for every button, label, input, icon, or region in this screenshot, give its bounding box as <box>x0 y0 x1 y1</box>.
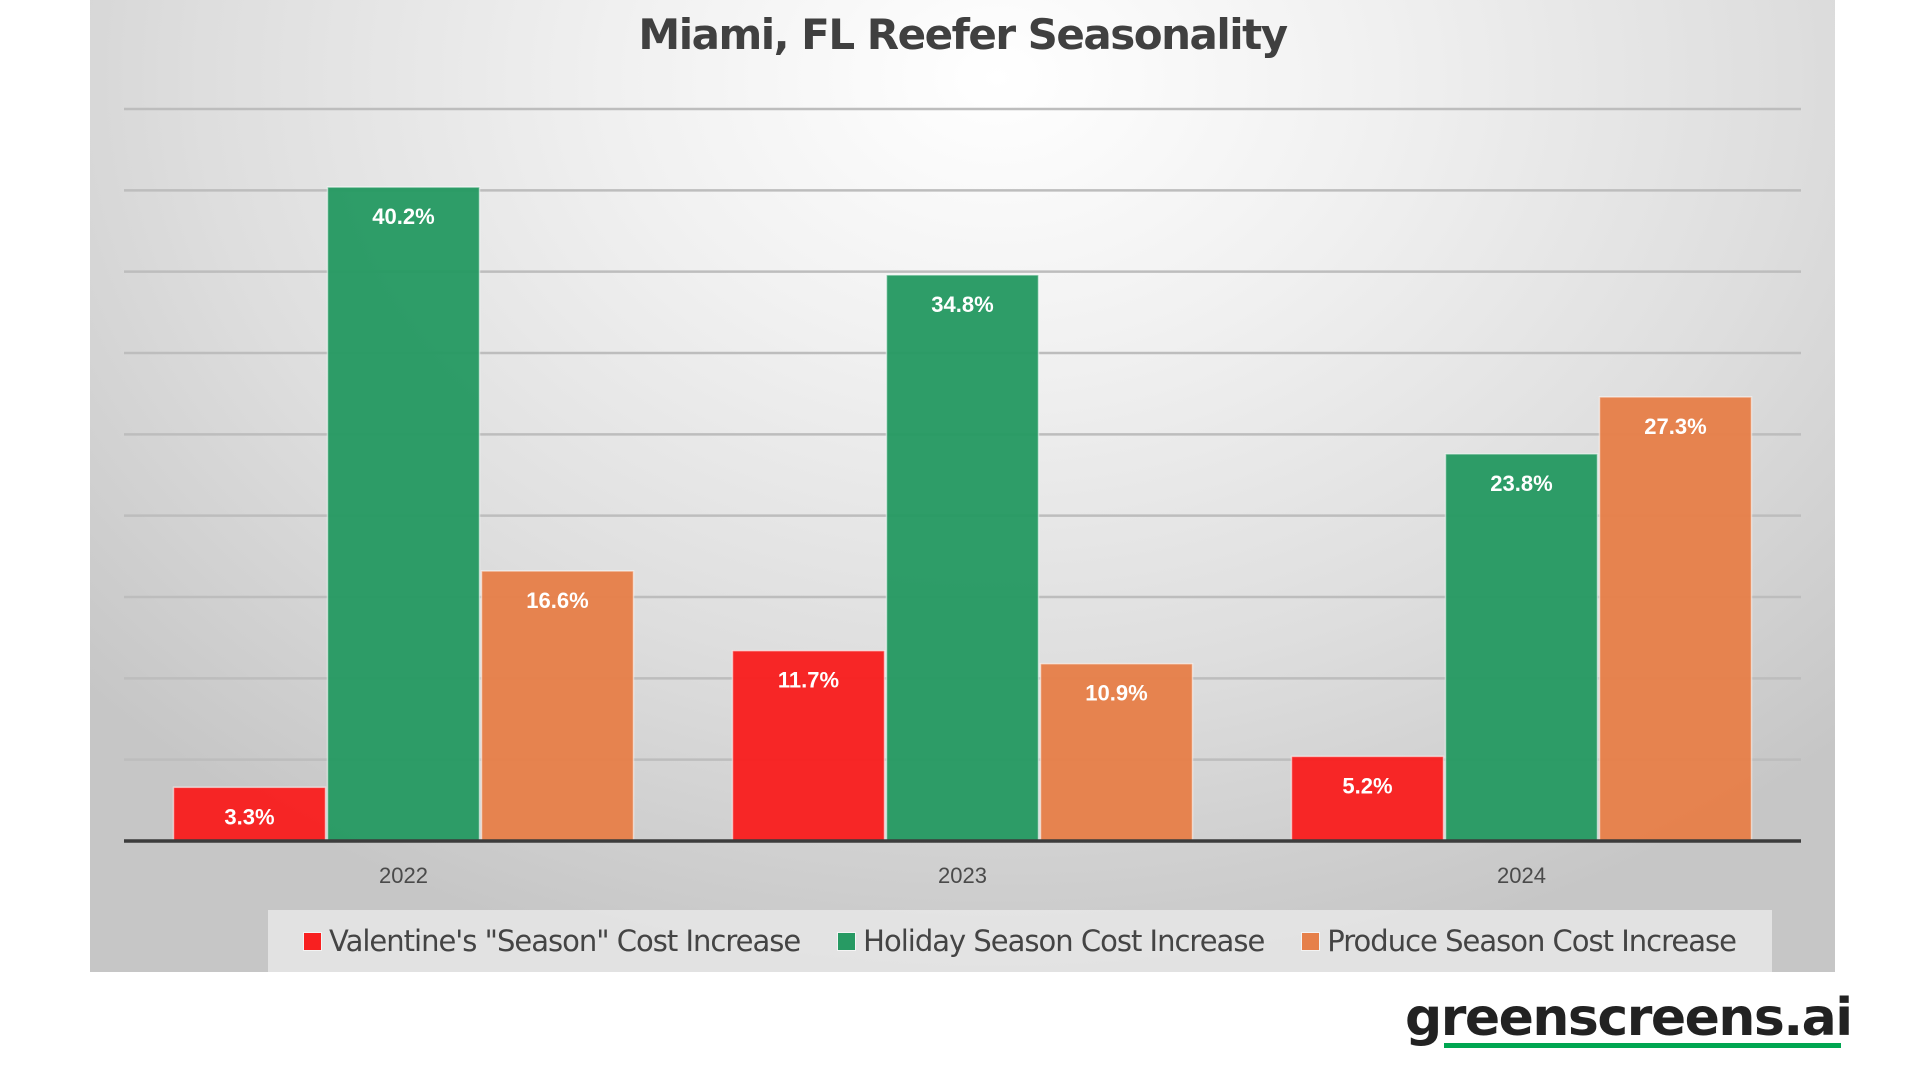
data-label: 16.6% <box>526 588 588 613</box>
bar-produce-2024 <box>1598 396 1753 842</box>
chart-title: Miami, FL Reefer Seasonality <box>638 10 1288 59</box>
legend-swatch-valentines <box>304 932 322 950</box>
bar-produce-2022 <box>480 570 635 842</box>
data-label: 5.2% <box>1342 773 1392 798</box>
plot-area: 3.3% 40.2% 16.6% 11.7% 34.8% 10.9% 5.2% 23.8% 27… <box>124 107 1801 888</box>
bar-valentines-2023 <box>731 649 886 842</box>
data-label: 23.8% <box>1490 471 1552 496</box>
brand-logo: greenscreens.ai <box>1405 988 1853 1058</box>
bar-produce-2023 <box>1039 662 1194 842</box>
bar-valentines-2022 <box>172 786 327 842</box>
bar-holiday-2023 <box>885 274 1040 842</box>
legend-swatch-produce <box>1302 932 1320 950</box>
bar-holiday-2022 <box>326 186 481 842</box>
x-axis: 2022 2023 2024 <box>124 839 1801 888</box>
chart-panel: Miami, FL Reefer Seasonality 3.3% 40.2% 16… <box>90 0 1835 972</box>
logo-text: greenscreens.ai <box>1405 988 1853 1048</box>
data-label: 11.7% <box>778 668 839 693</box>
x-tick-label: 2022 <box>379 863 428 888</box>
legend: Valentine's "Season" Cost Increase Holid… <box>268 910 1772 972</box>
x-tick-label: 2024 <box>1497 863 1546 888</box>
legend-label: Produce Season Cost Increase <box>1327 924 1737 958</box>
legend-item-holiday: Holiday Season Cost Increase <box>838 924 1265 958</box>
bar-valentines-2024 <box>1290 755 1445 842</box>
legend-item-valentines: Valentine's "Season" Cost Increase <box>304 924 801 958</box>
legend-swatch-holiday <box>838 932 856 950</box>
logo-underline <box>1444 1043 1841 1048</box>
data-label: 34.8% <box>931 292 993 317</box>
legend-item-produce: Produce Season Cost Increase <box>1302 924 1737 958</box>
bar-holiday-2024 <box>1444 453 1599 842</box>
data-label: 3.3% <box>224 804 274 829</box>
data-label: 40.2% <box>372 204 434 229</box>
data-labels: 3.3% 40.2% 16.6% 11.7% 34.8% 10.9% 5.2% 23.8% 27… <box>224 204 1706 829</box>
x-tick-label: 2023 <box>938 863 987 888</box>
bars <box>172 186 1753 842</box>
legend-label: Holiday Season Cost Increase <box>863 924 1265 958</box>
data-label: 10.9% <box>1085 681 1147 706</box>
data-label: 27.3% <box>1644 414 1706 439</box>
legend-label: Valentine's "Season" Cost Increase <box>329 924 801 958</box>
